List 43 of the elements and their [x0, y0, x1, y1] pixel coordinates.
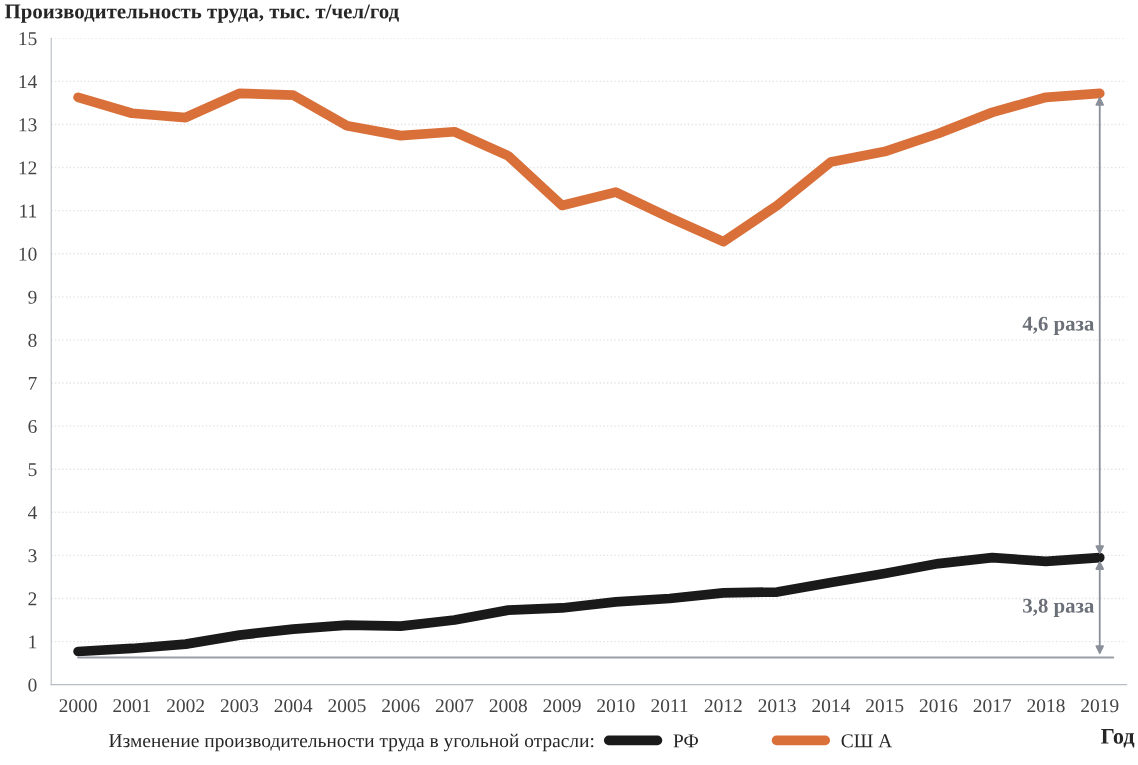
y-tick-label: 2	[28, 592, 37, 606]
x-tick-label: 2001	[113, 699, 151, 713]
y-tick-label: 6	[28, 419, 37, 434]
y-tick-label: 0	[28, 678, 37, 692]
x-tick-label: 2004	[274, 699, 313, 713]
y-tick-label: 14	[19, 75, 38, 89]
x-tick-label: 2007	[435, 699, 474, 713]
x-tick-label: 2003	[220, 699, 259, 713]
x-tick-label: 2012	[704, 699, 742, 713]
y-tick-label: 3	[28, 549, 37, 563]
y-tick-label: 13	[19, 118, 37, 132]
annotation: 4,6 раза	[1022, 316, 1095, 335]
x-tick-label: 2019	[1081, 699, 1119, 713]
x-tick-label: 2005	[328, 699, 366, 713]
y-tick-label: 11	[20, 204, 37, 218]
x-tick-label: 2018	[1027, 699, 1065, 713]
legend-label: РФ	[673, 734, 699, 748]
x-tick-label: 2002	[167, 699, 205, 713]
x-tick-label: 2010	[597, 699, 635, 713]
y-tick-label: 12	[19, 161, 37, 175]
y-tick-label: 1	[29, 635, 37, 649]
y-tick-label: 8	[28, 333, 37, 347]
x-tick-label: 2017	[973, 699, 1012, 713]
y-axis-title: Производительность труда, тыс. т/чел/год	[4, 4, 399, 23]
x-tick-label: 2014	[812, 699, 851, 713]
y-tick-label: 10	[19, 247, 37, 261]
x-tick-label: 2016	[919, 699, 958, 713]
legend-label: СШ А	[841, 734, 893, 748]
x-tick-label: 2013	[758, 699, 796, 713]
y-tick-label: 5	[28, 463, 37, 477]
x-tick-label: 2011	[651, 699, 688, 713]
annotation: 3,8 раза	[1023, 598, 1095, 617]
x-tick-label: 2000	[59, 699, 97, 713]
x-tick-label: 2008	[489, 699, 527, 713]
x-tick-label: 2009	[543, 699, 581, 713]
y-tick-label: 7	[28, 377, 37, 390]
y-tick-label: 15	[19, 32, 37, 46]
x-axis-title: Год	[1101, 729, 1135, 748]
legend-title: Изменение производительности труда в угольной отрасли:	[109, 733, 594, 752]
y-tick-label: 9	[28, 290, 37, 304]
x-tick-label: 2006	[382, 699, 420, 713]
y-tick-label: 4	[27, 506, 38, 520]
x-tick-label: 2015	[866, 699, 904, 713]
